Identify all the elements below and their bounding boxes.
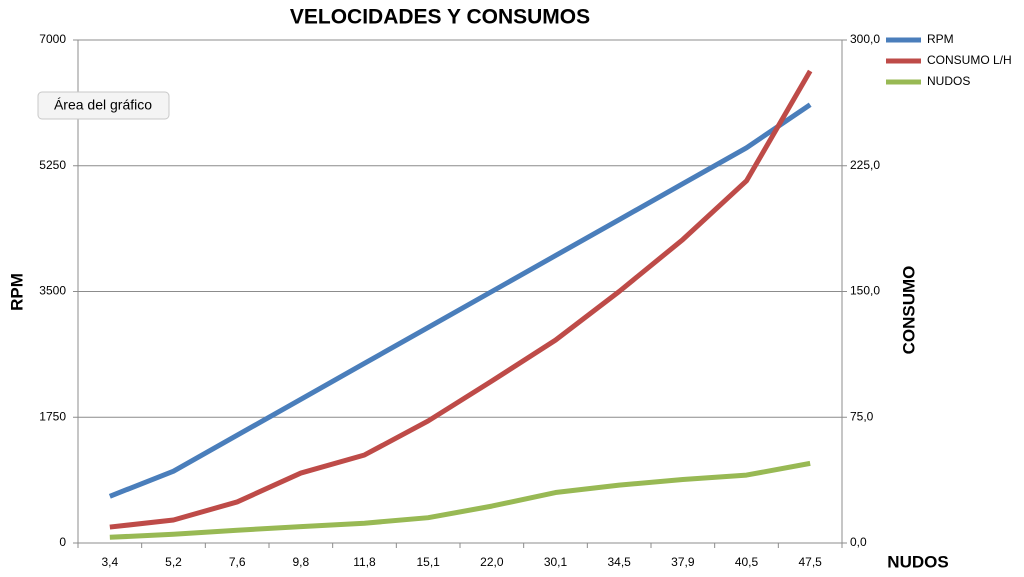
x-tick-label: 22,0 xyxy=(480,555,504,569)
x-tick-label: 15,1 xyxy=(416,555,440,569)
series-line xyxy=(108,102,812,499)
tooltip: Área del gráfico xyxy=(37,91,170,120)
x-tick-label: 37,9 xyxy=(671,555,695,569)
x-tick-label: 7,6 xyxy=(229,555,246,569)
series-line xyxy=(109,460,811,540)
y2-tick-label: 0,0 xyxy=(850,535,867,549)
y-tick-label: 7000 xyxy=(39,32,66,46)
x-tick-label: 3,4 xyxy=(101,555,118,569)
x-axis-title: NUDOS xyxy=(887,552,948,571)
y2-axis-title: CONSUMO xyxy=(899,266,918,355)
legend-label: RPM xyxy=(927,32,954,46)
y-tick-label: 3500 xyxy=(39,284,66,298)
x-tick-label: 11,8 xyxy=(353,555,376,569)
y2-tick-label: 225,0 xyxy=(850,158,880,172)
x-tick-label: 5,2 xyxy=(165,555,182,569)
x-tick-label: 34,5 xyxy=(607,555,631,569)
legend-label: CONSUMO L/H xyxy=(927,53,1012,67)
y-tick-label: 0 xyxy=(59,535,66,549)
x-tick-label: 47,5 xyxy=(798,555,822,569)
y2-tick-label: 75,0 xyxy=(850,409,874,423)
x-tick-label: 9,8 xyxy=(292,555,309,569)
legend-label: NUDOS xyxy=(927,74,970,88)
y2-tick-label: 150,0 xyxy=(850,284,880,298)
x-tick-label: 30,1 xyxy=(544,555,568,569)
tooltip-text: Área del gráfico xyxy=(54,97,152,113)
tooltip-box xyxy=(37,91,170,120)
y-tick-label: 5250 xyxy=(39,158,66,172)
series-line xyxy=(109,69,813,530)
chart-title: VELOCIDADES Y CONSUMOS xyxy=(290,6,590,29)
y2-tick-label: 300,0 xyxy=(850,32,880,46)
x-tick-label: 40,5 xyxy=(735,555,759,569)
plot-area: 0 1750 3500 5250 7000 0,0 75,0 150,0 225,0 300,0 3… xyxy=(39,32,880,569)
y-axis-title: RPM xyxy=(7,273,26,311)
y-tick-label: 1750 xyxy=(39,409,66,423)
